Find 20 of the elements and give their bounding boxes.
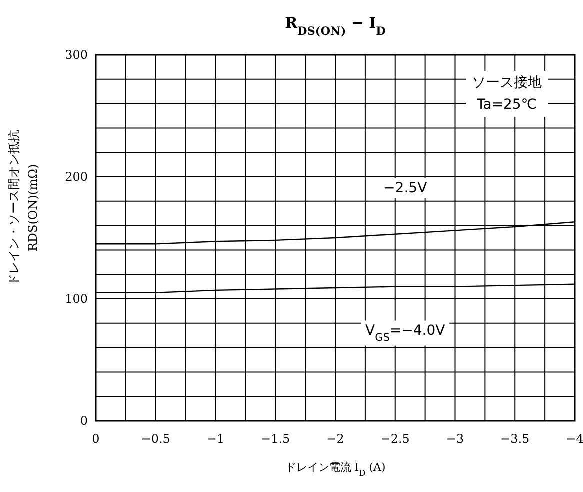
y-axis-title: ドレイン・ソース間オン抵抗 RDS(ON)(mΩ)	[7, 130, 40, 286]
y-tick-label: 0	[80, 414, 88, 428]
x-tick-label: −2.5	[380, 432, 410, 446]
x-tick-label: −1.5	[261, 432, 290, 446]
x-tick-label: −3	[446, 432, 464, 446]
x-tick-label: −3.5	[500, 432, 530, 446]
y-tick-label: 100	[65, 292, 88, 306]
x-tick-label: −1	[206, 432, 225, 446]
x-tick-label: −0.5	[141, 432, 170, 446]
x-axis-title: ドレイン電流 I$_{D}$ (A)	[285, 461, 386, 478]
y-tick-label: 300	[65, 48, 88, 62]
text: −2.5V	[384, 180, 428, 196]
chart-title: R$_{DS(ON)}$ − I$_{D}$	[285, 14, 386, 38]
annotation: Ta=25℃	[476, 97, 538, 113]
text: V$_{GS}$=−4.0V	[366, 322, 446, 344]
annotation: ソース接地	[472, 75, 542, 91]
x-tick-label: −4	[566, 432, 583, 446]
x-tick-label: 0	[92, 432, 100, 446]
x-tick-label: −2	[326, 432, 344, 446]
y-tick-label: 200	[65, 170, 88, 184]
